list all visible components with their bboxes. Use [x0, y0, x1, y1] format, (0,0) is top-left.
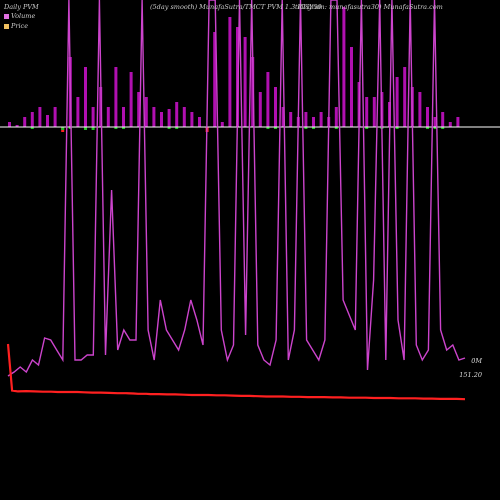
volume-bar: [152, 107, 156, 127]
volume-bar: [114, 67, 118, 127]
volume-bar: [106, 107, 110, 127]
chart-title-left: Daily PVM: [4, 3, 39, 11]
volume-bar: [266, 72, 270, 127]
negative-bar: [395, 127, 399, 129]
pvm-last-label: 0M: [471, 357, 482, 365]
negative-bar: [68, 127, 72, 129]
volume-bar: [190, 112, 194, 127]
volume-bar: [160, 112, 163, 127]
negative-bar: [304, 127, 308, 129]
volume-bar: [350, 47, 353, 127]
volume-bar: [213, 32, 217, 127]
volume-bar: [334, 107, 338, 127]
negative-bar: [426, 127, 429, 129]
negative-bar: [167, 127, 171, 129]
volume-bar: [228, 17, 232, 127]
volume-bar: [258, 92, 262, 127]
volume-bar: [182, 107, 186, 127]
volume-bar: [365, 97, 369, 127]
negative-bar: [114, 127, 118, 129]
legend-volume: Volume: [4, 12, 35, 20]
volume-bar: [220, 122, 224, 127]
volume-bar: [76, 97, 80, 127]
volume-bar: [15, 125, 19, 127]
volume-bar: [395, 77, 399, 127]
volume-bar: [403, 67, 407, 127]
volume-bar: [23, 117, 27, 127]
volume-bar: [53, 107, 57, 127]
negative-bar: [61, 127, 65, 130]
negative-bar: [91, 127, 95, 130]
volume-bar: [167, 109, 171, 127]
negative-bar: [266, 127, 270, 129]
negative-bar: [122, 127, 125, 129]
volume-bar: [342, 7, 346, 127]
volume-bar: [46, 115, 49, 127]
volume-bar: [243, 37, 247, 127]
volume-bar: [91, 107, 95, 127]
volume-bar: [144, 97, 148, 127]
negative-bar: [175, 127, 179, 129]
price-swatch-icon: [4, 23, 9, 29]
volume-bar: [433, 117, 437, 127]
price-last-label: 151.20: [459, 371, 482, 379]
volume-bar: [175, 102, 179, 127]
negative-bar: [84, 127, 87, 130]
negative-bar: [274, 127, 277, 129]
volume-bar: [448, 122, 452, 127]
volume-bar: [38, 107, 42, 127]
volume-bar: [319, 112, 323, 127]
volume-bar: [441, 112, 445, 127]
negative-bar: [441, 127, 445, 129]
negative-bar: [433, 127, 437, 129]
negative-bar: [312, 127, 315, 129]
volume-bar: [418, 92, 422, 127]
volume-bar: [426, 107, 429, 127]
volume-bar: [274, 87, 277, 127]
negative-bar: [334, 127, 338, 129]
volume-bar: [289, 112, 293, 127]
volume-bar: [312, 117, 315, 127]
volume-bar: [122, 107, 125, 127]
chart-title-right: telegram: munafasutra30) MunafaSutra.com: [295, 3, 443, 11]
volume-bar: [129, 72, 133, 127]
volume-bar: [8, 122, 11, 127]
legend-price: Price: [4, 22, 28, 30]
volume-bar: [198, 117, 201, 127]
volume-bar: [456, 117, 460, 127]
volume-bar: [304, 112, 308, 127]
volume-bar: [372, 97, 376, 127]
volume-swatch-icon: [4, 13, 9, 19]
volume-bar: [84, 67, 87, 127]
volume-bar: [137, 92, 141, 127]
negative-bar: [365, 127, 369, 129]
volume-bar: [281, 107, 285, 127]
pvm-line: [7, 0, 466, 377]
negative-bars: [30, 127, 445, 130]
price-line: [6, 343, 466, 401]
chart-title-center: (5day smooth) MunafaSutra/TMCT PVM 1.3 R…: [150, 3, 322, 11]
negative-bar: [30, 127, 34, 129]
volume-bar: [30, 112, 34, 127]
